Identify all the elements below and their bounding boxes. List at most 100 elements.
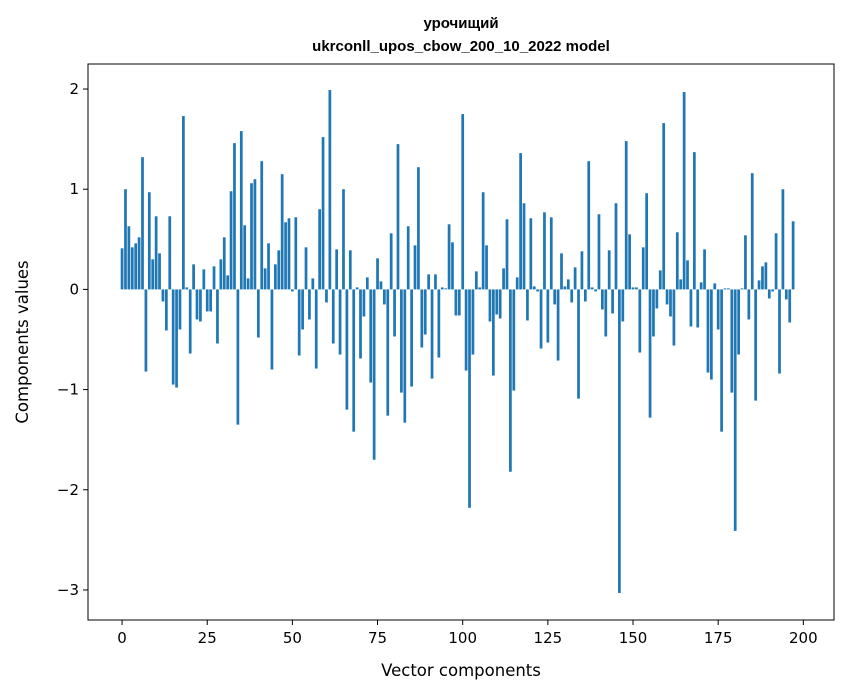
bar (686, 260, 689, 290)
bar (481, 192, 485, 290)
bar (563, 286, 567, 290)
bar (658, 270, 662, 290)
bar (171, 289, 175, 385)
bar (594, 289, 597, 292)
bar (185, 287, 189, 290)
bar (345, 289, 349, 410)
chart-title-line-1: урочищий (423, 15, 498, 32)
bar (665, 289, 669, 305)
bar (328, 90, 332, 290)
bar (744, 235, 747, 290)
bar (781, 189, 785, 290)
bar (430, 289, 434, 379)
bar (522, 203, 526, 290)
bar (492, 289, 495, 376)
bar (556, 289, 560, 361)
bar (485, 245, 488, 290)
x-tick-label: 0 (117, 629, 127, 647)
bar (529, 218, 533, 290)
bar (314, 289, 318, 369)
bar (365, 277, 369, 290)
bar (270, 289, 274, 370)
y-tick-label: −2 (57, 481, 79, 499)
bar (662, 123, 666, 290)
bar (127, 226, 131, 290)
bar (382, 289, 386, 305)
bar (338, 289, 342, 355)
x-tick-label: 125 (534, 629, 563, 647)
bar (243, 225, 247, 290)
x-axis-label: Vector components (381, 661, 541, 680)
bar (461, 114, 465, 290)
bar (733, 289, 737, 531)
bar (120, 248, 124, 290)
bar (774, 233, 778, 290)
bar (543, 212, 546, 290)
bar (427, 274, 431, 290)
bar (164, 289, 168, 331)
bar (250, 183, 253, 290)
bar (369, 289, 373, 383)
bar (205, 289, 209, 312)
bar (703, 249, 706, 290)
bar (580, 251, 584, 290)
bar (308, 289, 311, 320)
bar (277, 250, 281, 290)
y-axis-label: Components values (13, 260, 32, 423)
bar (273, 264, 277, 290)
bar (454, 289, 458, 316)
bar (182, 116, 185, 290)
bar (195, 289, 199, 320)
bar (440, 287, 444, 290)
bar (134, 243, 138, 290)
bar (679, 279, 683, 290)
bar (216, 289, 219, 344)
bar (168, 216, 172, 290)
bar (434, 274, 437, 290)
bar (573, 267, 577, 290)
bar (710, 289, 713, 380)
bar (713, 283, 717, 290)
bar (587, 161, 591, 290)
bar (788, 289, 792, 323)
x-axis-ticks: 0 25 50 75 100 125 150 175 200 (117, 620, 818, 647)
bar (376, 258, 379, 290)
bar (325, 289, 328, 303)
bar (406, 226, 410, 290)
bar (362, 289, 366, 317)
x-tick-label: 150 (619, 629, 648, 647)
bar (699, 282, 703, 290)
bar (359, 289, 362, 359)
bar (689, 289, 693, 327)
bar (301, 289, 304, 330)
bar (396, 144, 400, 290)
bar (291, 289, 294, 292)
bar (502, 268, 505, 290)
bar (137, 237, 141, 290)
bar (451, 242, 454, 290)
bar (645, 193, 649, 290)
bar (778, 289, 781, 374)
bar (389, 233, 393, 290)
bar (727, 288, 730, 290)
bar (253, 179, 257, 290)
x-tick-label: 50 (283, 629, 302, 647)
bar (256, 289, 260, 338)
x-tick-label: 200 (789, 629, 818, 647)
bar (519, 153, 522, 290)
bar (604, 289, 608, 337)
bar (515, 277, 519, 290)
bar (144, 289, 148, 372)
bar (631, 287, 635, 290)
bar (233, 143, 236, 290)
bar (161, 289, 165, 302)
bar (457, 289, 461, 316)
bar (672, 289, 676, 346)
x-tick-label: 75 (368, 629, 387, 647)
bar (618, 289, 621, 593)
y-axis-ticks: −3 −2 −1 0 1 2 (57, 80, 88, 599)
bar (577, 289, 580, 399)
bar (151, 259, 155, 290)
